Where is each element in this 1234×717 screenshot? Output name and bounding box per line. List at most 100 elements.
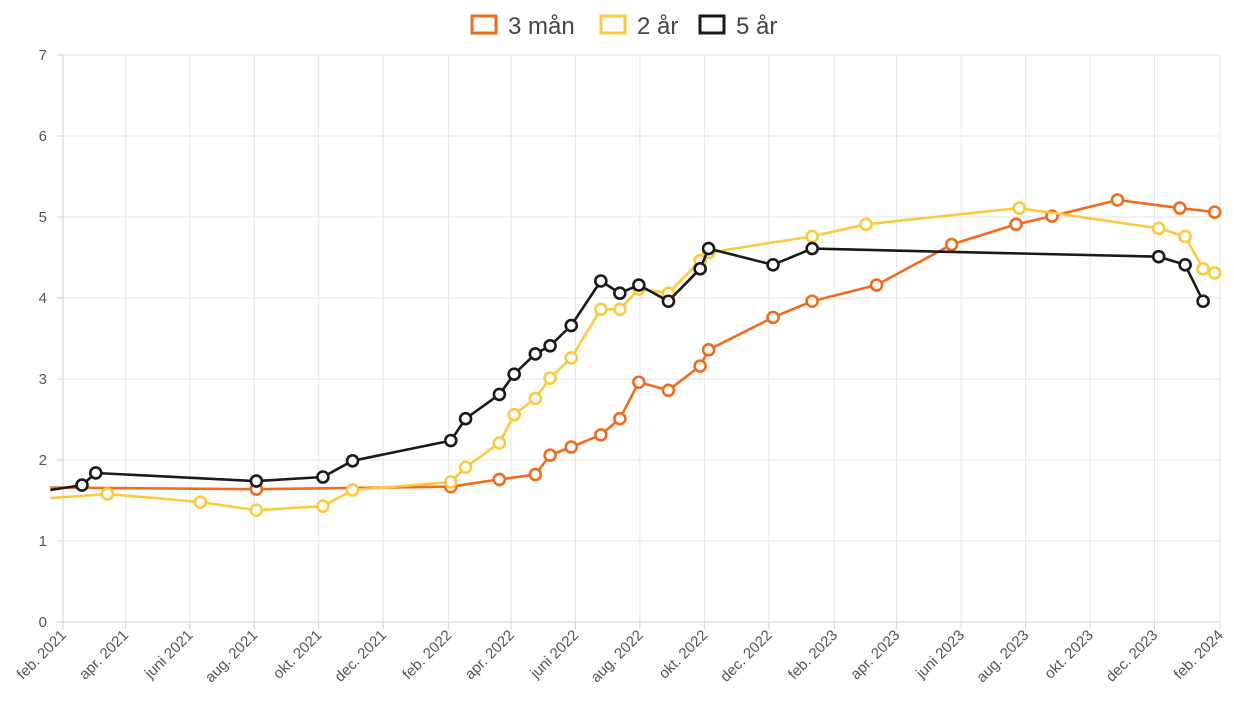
data-point[interactable]	[543, 371, 557, 385]
data-point[interactable]	[75, 478, 89, 492]
series-1	[50, 193, 1222, 496]
data-point[interactable]	[613, 302, 627, 317]
data-point[interactable]	[193, 495, 208, 509]
data-point[interactable]	[1151, 221, 1166, 236]
data-point[interactable]	[613, 411, 627, 426]
data-point[interactable]	[100, 487, 115, 501]
data-point[interactable]	[632, 375, 646, 390]
legend-item[interactable]: 5 år	[698, 13, 777, 40]
data-point[interactable]	[1196, 262, 1210, 276]
data-point[interactable]	[1207, 266, 1222, 280]
legend-label: 3 mån	[508, 13, 575, 40]
data-point[interactable]	[492, 387, 507, 402]
data-point[interactable]	[1173, 201, 1187, 215]
data-point[interactable]	[1009, 217, 1023, 232]
data-point[interactable]	[701, 343, 716, 357]
data-point[interactable]	[564, 351, 579, 365]
x-tick-label: aug. 2023	[973, 627, 1032, 686]
series-line	[50, 198, 1215, 491]
legend-swatch	[599, 14, 627, 35]
data-point[interactable]	[492, 436, 507, 450]
x-tick-label: okt. 2021	[270, 627, 326, 683]
data-point[interactable]	[316, 499, 330, 513]
x-tick-label: dec. 2022	[717, 627, 776, 686]
data-point[interactable]	[1151, 249, 1166, 264]
data-point[interactable]	[1110, 193, 1125, 207]
data-point[interactable]	[507, 367, 521, 381]
data-point[interactable]	[1012, 201, 1027, 215]
data-point[interactable]	[507, 407, 521, 422]
x-tick-label: aug. 2021	[202, 627, 261, 686]
data-point[interactable]	[805, 241, 819, 256]
data-point[interactable]	[805, 294, 819, 309]
series-lines	[50, 193, 1222, 518]
y-tick-label: 1	[39, 533, 47, 550]
data-point[interactable]	[543, 448, 557, 462]
data-point[interactable]	[613, 286, 627, 300]
data-point[interactable]	[661, 383, 676, 398]
y-tick-label: 5	[39, 209, 47, 226]
data-point[interactable]	[661, 294, 676, 309]
legend-label: 2 år	[637, 13, 678, 40]
data-point[interactable]	[528, 391, 543, 406]
legend-item[interactable]: 3 mån	[470, 13, 575, 40]
y-tick-label: 6	[39, 128, 47, 145]
data-point[interactable]	[859, 217, 873, 232]
data-point[interactable]	[766, 310, 780, 325]
series-2	[50, 201, 1222, 518]
x-tick-label: apr. 2022	[462, 627, 518, 683]
data-point[interactable]	[345, 483, 360, 497]
x-tick-label: feb. 2024	[1171, 627, 1227, 683]
data-point[interactable]	[316, 470, 330, 484]
legend-item[interactable]: 2 år	[599, 13, 678, 40]
x-tick-label: feb. 2022	[399, 627, 455, 683]
data-point[interactable]	[528, 467, 543, 482]
data-point[interactable]	[443, 433, 458, 448]
data-point[interactable]	[594, 274, 608, 288]
series-line	[50, 247, 1205, 492]
data-point[interactable]	[944, 237, 959, 252]
series-3	[50, 241, 1210, 492]
data-point[interactable]	[443, 475, 458, 489]
data-point[interactable]	[701, 241, 716, 256]
data-point[interactable]	[564, 318, 579, 333]
y-tick-label: 2	[39, 452, 47, 469]
data-point[interactable]	[249, 474, 264, 488]
data-point[interactable]	[543, 338, 557, 353]
data-point[interactable]	[594, 428, 608, 442]
data-point[interactable]	[345, 454, 360, 468]
data-point[interactable]	[528, 347, 543, 361]
x-axis-tick-labels: feb. 2021 apr. 2021 juni 2021 aug. 2021 okt.…	[14, 627, 1227, 686]
data-point[interactable]	[1178, 257, 1192, 272]
x-tick-label: okt. 2023	[1041, 627, 1097, 683]
data-point[interactable]	[458, 460, 473, 475]
legend[interactable]: 3 mån 2 år 5 år	[470, 13, 777, 40]
data-point[interactable]	[492, 472, 507, 487]
data-point[interactable]	[1178, 229, 1192, 244]
data-point[interactable]	[632, 278, 646, 292]
y-tick-label: 7	[39, 47, 47, 64]
legend-swatch	[470, 14, 498, 35]
data-point[interactable]	[564, 440, 579, 454]
data-point[interactable]	[1207, 205, 1222, 219]
x-tick-label: juni 2022	[527, 627, 583, 683]
y-tick-label: 0	[39, 614, 47, 631]
legend-label: 5 år	[736, 13, 777, 40]
data-point[interactable]	[594, 302, 608, 317]
data-point[interactable]	[693, 359, 707, 373]
data-point[interactable]	[766, 257, 780, 272]
x-tick-label: aug. 2022	[588, 627, 647, 686]
x-tick-label: feb. 2023	[785, 627, 841, 683]
data-point[interactable]	[458, 411, 473, 426]
axes	[57, 54, 1221, 629]
x-tick-label: feb. 2021	[14, 627, 70, 683]
x-tick-label: juni 2021	[141, 627, 197, 683]
y-tick-label: 4	[39, 290, 47, 307]
data-point[interactable]	[869, 278, 884, 292]
data-point[interactable]	[88, 466, 103, 480]
data-point[interactable]	[249, 503, 264, 518]
data-point[interactable]	[805, 229, 819, 244]
data-point[interactable]	[1196, 294, 1210, 309]
data-point[interactable]	[693, 262, 707, 276]
